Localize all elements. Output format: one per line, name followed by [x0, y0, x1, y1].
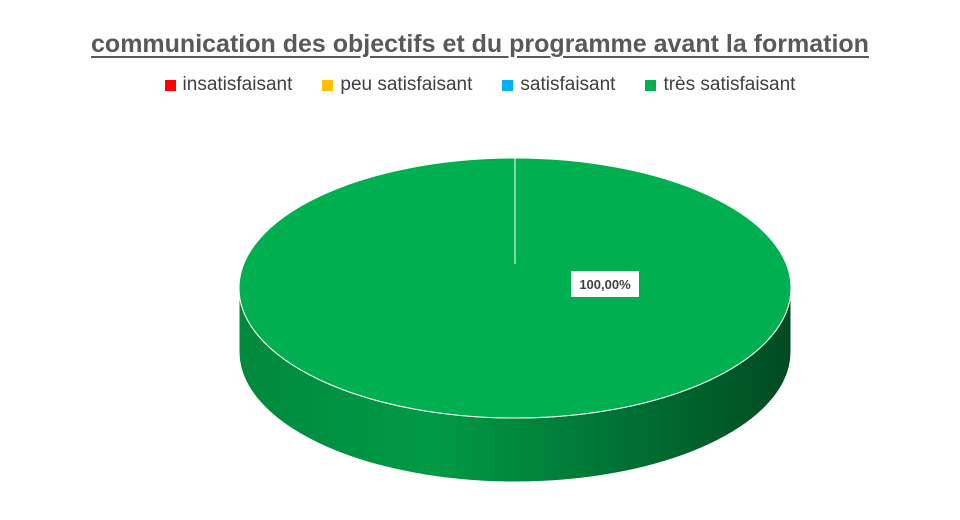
legend-item-satisfaisant: satisfaisant: [502, 74, 615, 96]
pie-plot-area: 100,00%: [238, 157, 792, 483]
chart-legend: insatisfaisant peu satisfaisant satisfai…: [0, 74, 960, 96]
data-label-tres-satisfaisant: 100,00%: [579, 277, 631, 292]
legend-item-peu-satisfaisant: peu satisfaisant: [322, 74, 472, 96]
legend-item-tres-satisfaisant: très satisfaisant: [645, 74, 795, 96]
legend-swatch-satisfaisant: [502, 79, 514, 91]
chart-title: communication des objectifs et du progra…: [91, 30, 869, 58]
legend-swatch-tres-satisfaisant: [645, 79, 657, 91]
legend-label-tres-satisfaisant: très satisfaisant: [663, 74, 796, 95]
legend-label-peu-satisfaisant: peu satisfaisant: [340, 74, 473, 95]
data-label-box: [571, 271, 639, 297]
legend-swatch-peu-satisfaisant: [322, 79, 334, 91]
legend-label-insatisfaisant: insatisfaisant: [182, 74, 293, 95]
legend-item-insatisfaisant: insatisfaisant: [164, 74, 293, 96]
legend-label-satisfaisant: satisfaisant: [520, 74, 616, 95]
legend-swatch-insatisfaisant: [164, 79, 176, 91]
